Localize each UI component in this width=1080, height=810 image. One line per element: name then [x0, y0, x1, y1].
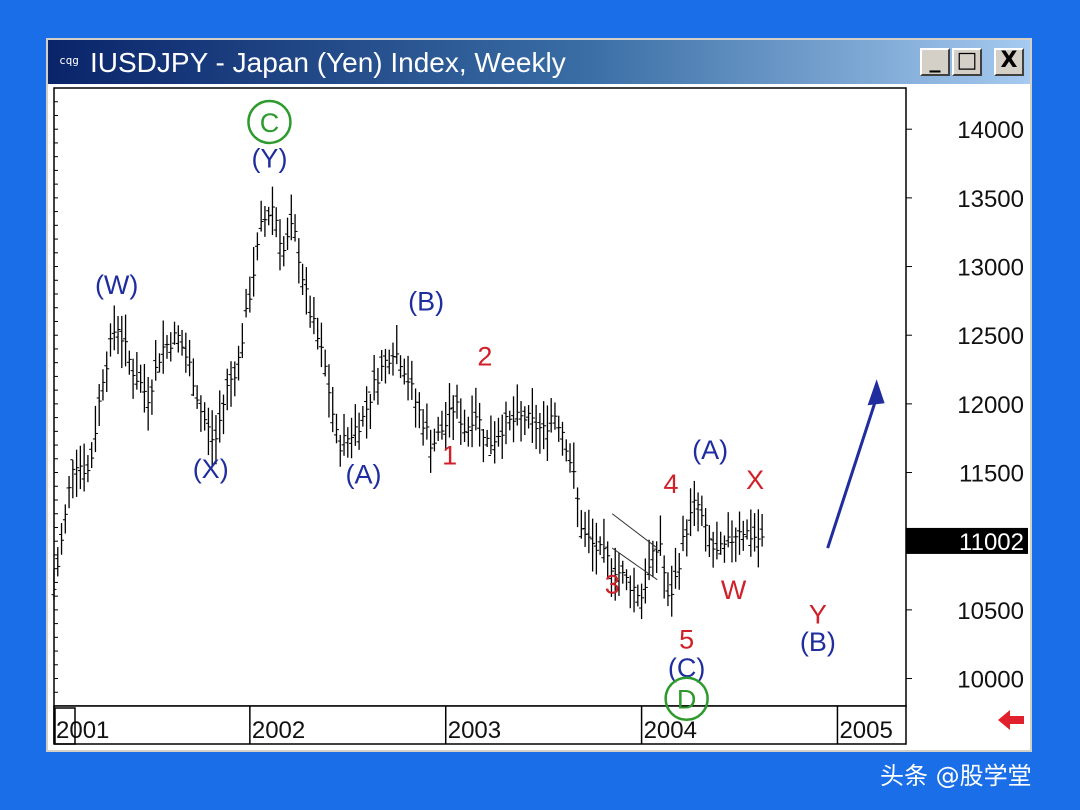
wave-label: 2 [477, 341, 492, 371]
chart-app-icon[interactable]: cqg [59, 54, 79, 67]
chart-window: cqg IUSDJPY - Japan (Yen) Index, Weekly … [46, 38, 1032, 752]
last-price-label: 11002 [959, 529, 1024, 556]
wave-label: 5 [679, 624, 694, 654]
wave-label: 1 [442, 440, 457, 470]
y-tick-label: 12500 [957, 323, 1024, 350]
wave-label: 3 [605, 569, 620, 599]
wave-label: (Y) [251, 144, 287, 174]
x-tick-label: 2003 [448, 717, 501, 744]
wave-label-circle [247, 99, 292, 145]
close-button[interactable]: X [994, 48, 1024, 76]
wave-label: 4 [663, 469, 678, 499]
price-chart[interactable]: 10000 10500 11500 12000 12500 13000 13500 14000… [48, 40, 1030, 750]
x-tick-label: 2004 [644, 717, 697, 744]
y-tick-label: 11500 [959, 461, 1024, 488]
wave-label: (X) [193, 454, 229, 484]
axis-cursor-box[interactable] [54, 707, 76, 745]
window-title: IUSDJPY - Japan (Yen) Index, Weekly [90, 47, 566, 78]
wave-label: Y [809, 600, 827, 630]
y-tick-label: 14000 [957, 117, 1024, 144]
plot-area[interactable] [53, 87, 907, 707]
channel-line-upper [611, 513, 658, 549]
wave-label: W [721, 575, 747, 605]
channel-line-lower [611, 547, 658, 581]
wave-label: (B) [408, 286, 444, 316]
last-price-box [906, 527, 1028, 554]
wave-label: C [260, 108, 280, 138]
watermark: 头条 @股学堂 [880, 762, 1032, 790]
red-arrow-icon[interactable] [996, 708, 1026, 732]
wave-label: D [677, 685, 697, 715]
y-tick-label: 10000 [957, 667, 1024, 694]
wave-label-circle [664, 676, 709, 721]
x-tick-label: 2002 [252, 717, 305, 744]
projection-arrow-head [867, 379, 885, 406]
y-tick-label: 13500 [957, 186, 1024, 213]
wave-label: (B) [800, 627, 836, 657]
projection-arrow-shaft [826, 396, 879, 549]
wave-label: (A) [345, 460, 381, 490]
wave-label: X [746, 465, 764, 495]
y-tick-label: 12000 [957, 392, 1024, 419]
x-axis-strip [53, 705, 907, 745]
y-tick-label: 10500 [957, 598, 1024, 625]
title-bar[interactable]: cqg IUSDJPY - Japan (Yen) Index, Weekly … [48, 40, 1030, 84]
x-tick-label: 2001 [56, 717, 109, 744]
y-tick-label: 13000 [957, 255, 1024, 282]
x-tick-label: 2005 [839, 717, 892, 744]
minimize-button[interactable]: _ [920, 48, 950, 76]
maximize-button[interactable]: □ [952, 48, 982, 76]
wave-label: (A) [692, 435, 728, 465]
wave-label: (W) [95, 270, 138, 300]
